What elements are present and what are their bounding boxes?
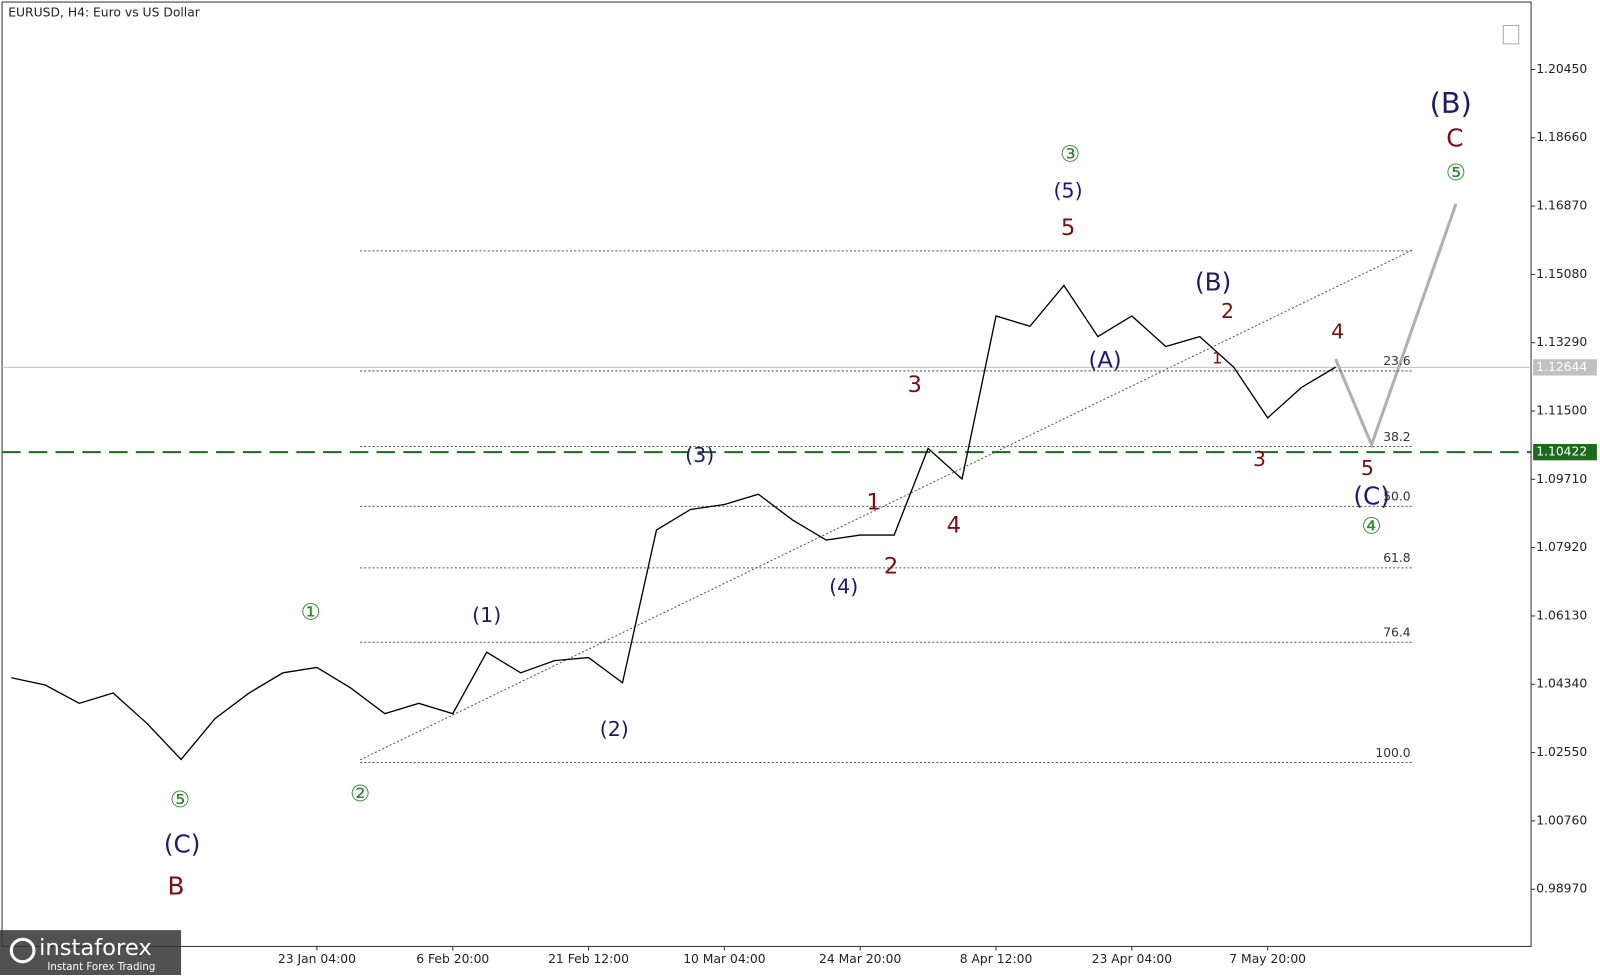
fib-label: 38.2 xyxy=(1383,430,1410,444)
wave-label: 5 xyxy=(1361,456,1374,480)
chart-title: EURUSD, H4: Euro vs US Dollar xyxy=(8,6,201,20)
y-tick-label: 1.09710 xyxy=(1536,472,1587,486)
wave-label: (A) xyxy=(1089,348,1122,374)
wave-label: (1) xyxy=(472,603,501,627)
y-tick-label: 1.20450 xyxy=(1536,62,1587,76)
current_price-box xyxy=(1533,359,1597,376)
toolbar-icon[interactable] xyxy=(1502,24,1520,45)
x-tick-label: 6 Feb 20:00 xyxy=(416,952,489,966)
trend-line xyxy=(359,249,1413,761)
logo-name: instaforex xyxy=(39,935,152,961)
wave-label: (2) xyxy=(600,717,629,741)
wave-label: ④ xyxy=(1361,514,1381,540)
wave-label: 3 xyxy=(908,372,922,398)
support-label: 1.10422 xyxy=(1536,445,1587,459)
wave-label: (C) xyxy=(1353,482,1390,511)
y-tick-label: 1.02550 xyxy=(1536,745,1587,759)
y-tick-label: 1.07920 xyxy=(1536,540,1587,554)
wave-label: B xyxy=(167,871,184,900)
wave-label: (C) xyxy=(164,830,201,859)
y-tick-label: 1.11500 xyxy=(1536,404,1587,418)
y-tick-label: 1.16870 xyxy=(1536,199,1587,213)
y-tick-label: 0.98970 xyxy=(1536,882,1587,896)
wave-label: ① xyxy=(301,600,321,626)
y-tick-label: 1.18660 xyxy=(1536,130,1587,144)
y-tick-label: 1.00760 xyxy=(1536,813,1587,827)
logo-tagline: Instant Forex Trading xyxy=(47,961,155,973)
wave-label: 2 xyxy=(1221,299,1234,323)
wave-label: (3) xyxy=(685,443,714,467)
wave-label: 1 xyxy=(866,489,880,515)
y-tick-label: 1.04340 xyxy=(1536,677,1587,691)
logo-box xyxy=(0,930,182,975)
wave-label: (B) xyxy=(1430,86,1472,120)
forecast-path xyxy=(1334,203,1458,449)
wave-label: (4) xyxy=(829,575,858,599)
fib-label: 23.6 xyxy=(1383,354,1411,368)
wave-label: ⑤ xyxy=(1446,160,1466,186)
fib-label: 61.8 xyxy=(1383,551,1410,565)
wave-label: 5 xyxy=(1061,215,1075,241)
wave-label: C xyxy=(1446,124,1463,153)
x-tick-label: 23 Jan 04:00 xyxy=(278,952,356,966)
plot-frame xyxy=(1,1,1532,947)
fib-label: 50.0 xyxy=(1383,490,1410,504)
wave-label: 2 xyxy=(884,554,898,580)
wave-label: 3 xyxy=(1253,447,1266,471)
logo-icon xyxy=(9,937,36,964)
wave-label: (5) xyxy=(1053,179,1082,203)
x-tick-label: 7 May 20:00 xyxy=(1229,952,1306,966)
y-tick-label: 1.15080 xyxy=(1536,267,1587,281)
price-line xyxy=(11,284,1336,761)
y-tick-label: 1.06130 xyxy=(1536,608,1587,622)
wave-label: 4 xyxy=(1331,320,1344,344)
x-tick-label: 10 Mar 04:00 xyxy=(683,952,765,966)
fib-label: 100.0 xyxy=(1375,746,1410,760)
current_price-label: 1.12644 xyxy=(1536,360,1587,374)
wave-label: ③ xyxy=(1060,142,1080,168)
support-box xyxy=(1533,443,1597,461)
x-tick-label: 23 Apr 04:00 xyxy=(1092,952,1172,966)
x-tick-label: 21 Feb 12:00 xyxy=(548,952,629,966)
x-tick-label: 24 Mar 20:00 xyxy=(819,952,901,966)
x-tick-label: 8 Apr 12:00 xyxy=(960,952,1033,966)
fib-label: 76.4 xyxy=(1383,626,1411,640)
wave-label: (B) xyxy=(1195,268,1231,297)
wave-label: 1 xyxy=(1212,349,1222,368)
y-tick-label: 1.13290 xyxy=(1536,335,1587,349)
wave-label: ⑤ xyxy=(170,787,190,813)
wave-label: 4 xyxy=(947,513,961,539)
wave-label: ② xyxy=(350,781,370,807)
